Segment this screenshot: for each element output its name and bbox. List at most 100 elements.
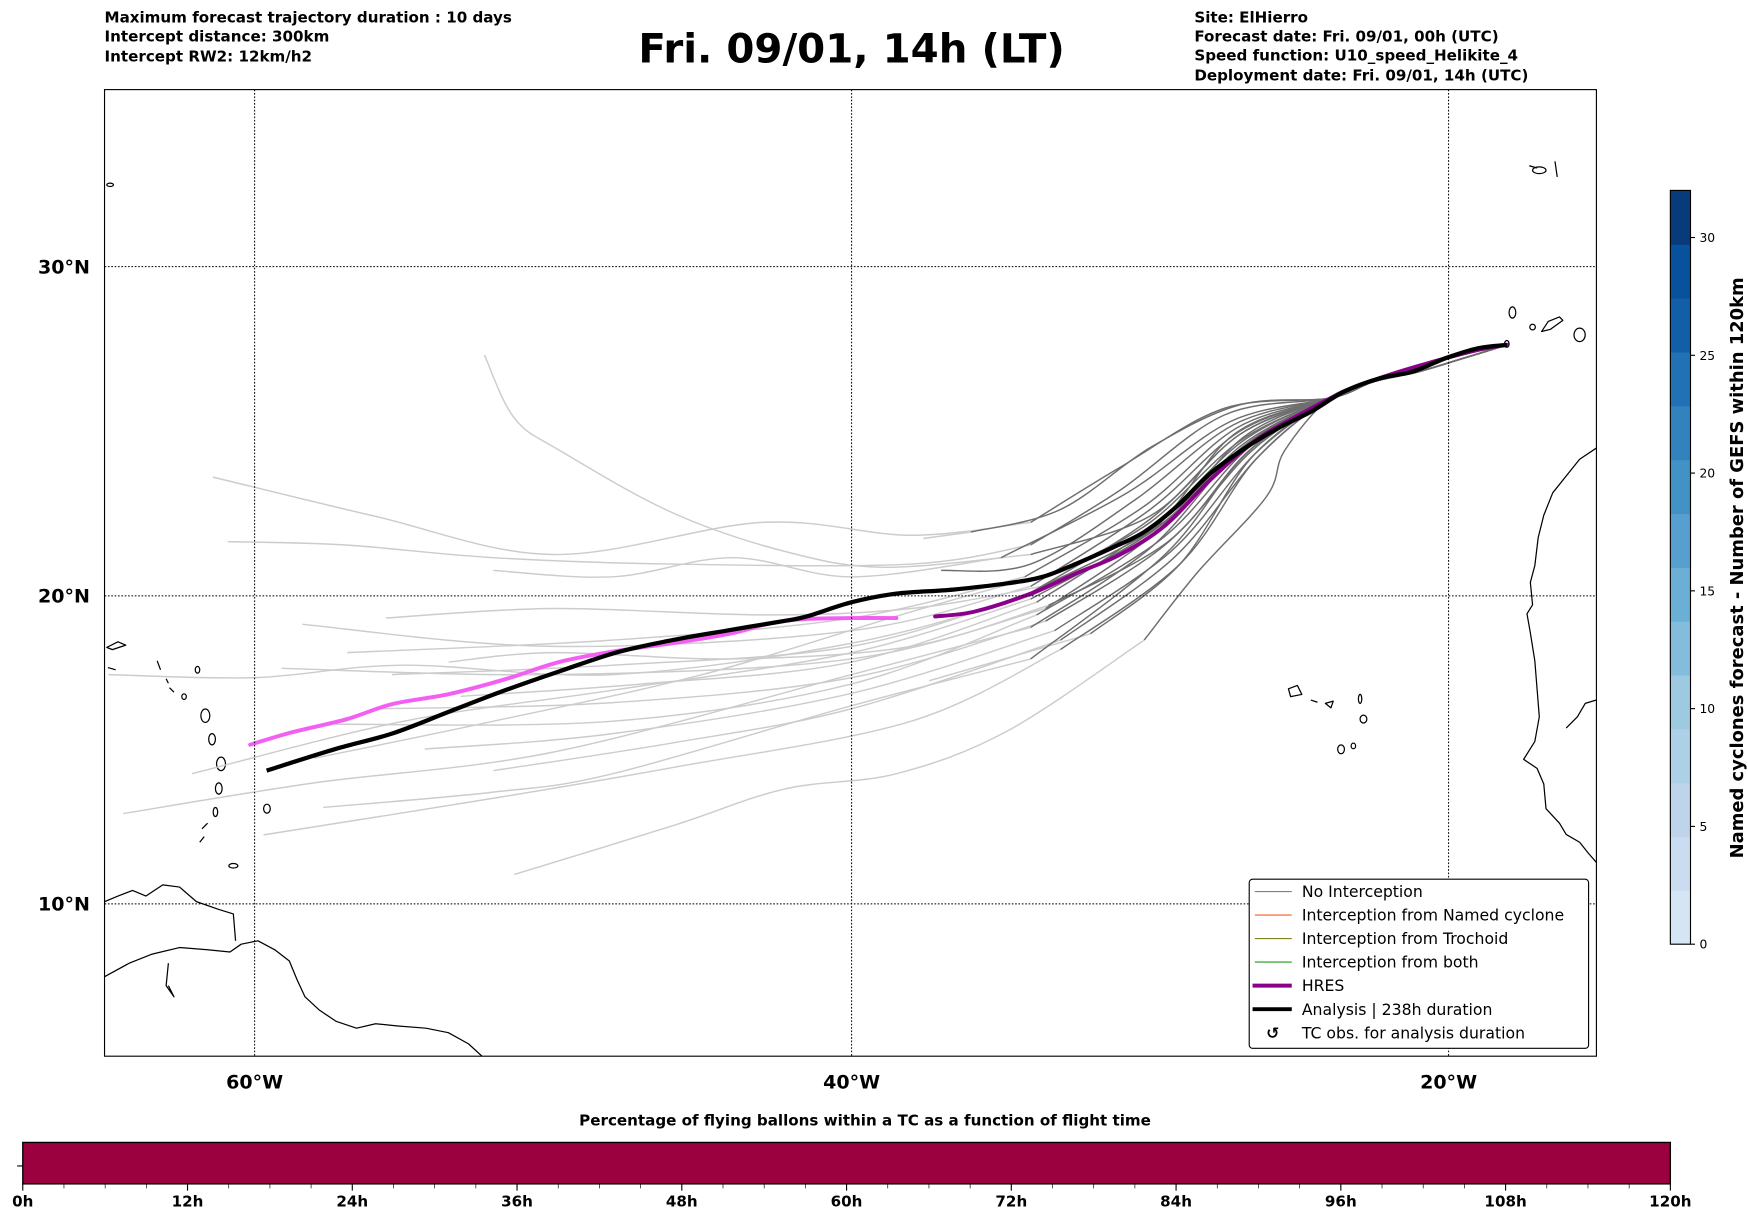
legend-item-hres: HRES	[1252, 976, 1345, 995]
flight-time-bar: Percentage of flying ballons within a TC…	[12, 1112, 1691, 1211]
legend-item-no-interception: No Interception	[1254, 882, 1423, 901]
legend-item-trochoid: Interception from Trochoid	[1254, 929, 1509, 948]
x-tick-60w: 60°W	[226, 1072, 283, 1094]
colorbar-band-9	[1670, 405, 1691, 461]
colorbar-tick-label: 0	[1699, 938, 1707, 952]
intercept-rw2-text: Intercept RW2: 12km/h2	[105, 48, 313, 66]
island-barbados	[262, 803, 271, 814]
ensemble-track-late-3	[483, 354, 1031, 569]
island-st-lucia	[214, 782, 223, 795]
colorbar-band-5	[1670, 621, 1691, 676]
ensemble-track-late-23	[385, 585, 1043, 619]
ensemble-track-late-0	[314, 569, 1061, 759]
coast-africa-upper	[1565, 699, 1597, 729]
islands-leeward	[156, 660, 175, 693]
colorbar-band-8	[1670, 459, 1691, 515]
colorbar-band-4	[1670, 674, 1691, 730]
ensemble-track-late-1	[923, 531, 972, 540]
legend-label: No Interception	[1302, 882, 1423, 901]
island-guadeloupe	[200, 708, 211, 724]
trajectories	[108, 342, 1509, 876]
island-antigua	[181, 693, 187, 701]
ensemble-track-late-9	[227, 540, 1031, 567]
legend-label: Analysis | 238h duration	[1302, 1000, 1493, 1019]
colorbar-band-11	[1670, 298, 1691, 353]
ensemble-track-late-10	[302, 585, 1031, 648]
island-st-vincent	[212, 806, 219, 818]
colorbar-band-1	[1670, 836, 1691, 891]
legend-item-both: Interception from both	[1254, 953, 1479, 972]
header-left: Maximum forecast trajectory duration : 1…	[105, 8, 512, 65]
island-tobago	[228, 862, 239, 869]
legend-item-named-cyclone: Interception from Named cyclone	[1254, 906, 1564, 925]
ensemble-track-late-16	[191, 598, 1031, 775]
colorbar-tick-label: 10	[1699, 702, 1715, 716]
ensemble-track-late-12	[379, 620, 1046, 710]
colorbar-band-0	[1670, 890, 1691, 945]
legend-label: TC obs. for analysis duration	[1301, 1023, 1525, 1042]
island-gran-canaria	[1573, 327, 1586, 343]
ensemble-track-late-6	[263, 648, 1061, 836]
ensemble-late	[108, 354, 1145, 876]
colorbar-band-12	[1670, 244, 1691, 299]
flight-time-tick-label: 36h	[501, 1192, 533, 1210]
legend-label: Interception from Named cyclone	[1302, 906, 1564, 925]
colorbar-tick-label: 25	[1699, 349, 1715, 363]
forecast-date-text: Forecast date: Fri. 09/01, 00h (UTC)	[1194, 27, 1498, 45]
y-tick-10n: 10°N	[38, 894, 90, 916]
island-tenerife	[1540, 316, 1564, 333]
ensemble-track-late-13	[335, 614, 1037, 726]
legend-label: Interception from both	[1302, 953, 1479, 972]
figure-title: Fri. 09/01, 14h (LT)	[638, 26, 1064, 73]
colorbar-band-6	[1670, 567, 1691, 622]
colorbar-tick-label: 5	[1699, 820, 1707, 834]
colorbar-band-2	[1670, 782, 1691, 838]
flight-time-tick-label: 48h	[666, 1192, 698, 1210]
x-tick-20w: 20°W	[1420, 1072, 1477, 1094]
coast-lake-maracaibo	[165, 963, 175, 998]
ensemble-track-late-5	[123, 626, 1031, 815]
colorbar-label: Named cyclones forecast - Number of GEFS…	[1727, 277, 1748, 858]
x-tick-40w: 40°W	[823, 1072, 880, 1094]
island-gomera	[1529, 323, 1536, 331]
flight-time-tick-label: 84h	[1160, 1192, 1192, 1210]
coastlines	[104, 161, 1597, 1057]
ensemble-track-late-14	[493, 639, 1061, 772]
speed-function-text: Speed function: U10_speed_Helikite_4	[1194, 46, 1518, 64]
legend-label: Interception from Trochoid	[1302, 929, 1509, 948]
tc-obs-marker-icon: ↺	[1266, 1023, 1279, 1042]
colorbar-bands	[1670, 190, 1691, 945]
flight-time-tick-label: 60h	[831, 1192, 863, 1210]
legend-label: HRES	[1302, 976, 1345, 995]
island-cape-verde-2	[1359, 714, 1368, 724]
intercept-distance-text: Intercept distance: 300km	[105, 27, 330, 45]
ensemble-track-late-2	[212, 476, 1031, 556]
y-tick-20n: 20°N	[38, 586, 90, 608]
map-axes: 60°W 40°W 20°W 30°N 20°N 10°N	[38, 89, 1597, 1094]
coast-africa	[1523, 447, 1597, 863]
colorbar-band-7	[1670, 513, 1691, 568]
flight-time-bar-title: Percentage of flying ballons within a TC…	[579, 1112, 1151, 1130]
analysis-track	[265, 342, 1508, 773]
legend-item-tc-obs: ↺ TC obs. for analysis duration	[1266, 1023, 1525, 1042]
flight-time-tick-label: 0h	[12, 1192, 33, 1210]
colorbar-tick-label: 15	[1699, 584, 1715, 598]
ensemble-track-late-22	[493, 556, 1001, 578]
island-madeira	[1531, 166, 1547, 175]
flight-time-tick-label: 72h	[995, 1192, 1027, 1210]
colorbar-band-10	[1670, 351, 1691, 407]
islands-greater-antilles	[106, 641, 127, 671]
islands-madeira-group	[1529, 161, 1558, 178]
island-dominica	[208, 733, 217, 746]
flight-time-bar-ticks: 0h 12h 24h 36h 48h 60h 72h 84h 96h 108h 120h	[12, 1183, 1691, 1210]
map-frame	[103, 89, 1597, 1057]
ensemble-track-late-15	[424, 629, 1055, 750]
ensemble-track-late-4	[514, 639, 1145, 876]
island-cape-verde	[1357, 693, 1363, 704]
site-text: Site: ElHierro	[1194, 8, 1308, 26]
ensemble-track-late-19	[460, 601, 1037, 698]
ensemble-track-late-24	[448, 604, 1049, 663]
flight-time-tick-label: 12h	[172, 1192, 204, 1210]
y-tick-30n: 30°N	[38, 256, 90, 278]
